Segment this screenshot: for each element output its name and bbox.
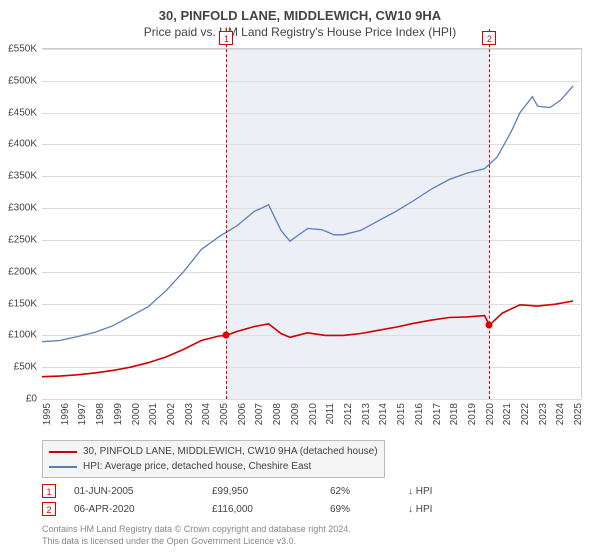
y-tick-label: £550K: [8, 44, 37, 55]
transaction-vs-hpi: ↓ HPI: [408, 486, 432, 497]
x-tick-label: 1997: [77, 403, 88, 425]
y-tick-label: £100K: [8, 330, 37, 341]
x-tick-label: 2019: [467, 403, 478, 425]
x-tick-label: 2015: [396, 403, 407, 425]
transaction-vs-hpi: ↓ HPI: [408, 504, 432, 515]
footer-attribution: Contains HM Land Registry data © Crown c…: [42, 524, 582, 547]
x-tick-label: 2005: [219, 403, 230, 425]
x-tick-label: 2025: [573, 403, 584, 425]
x-tick-label: 2024: [555, 403, 566, 425]
y-tick-label: £450K: [8, 107, 37, 118]
marker-point-2: [486, 322, 493, 329]
x-tick-label: 1995: [42, 403, 53, 425]
legend-swatch: [49, 451, 77, 453]
transaction-marker: 1: [42, 484, 56, 498]
legend: 30, PINFOLD LANE, MIDDLEWICH, CW10 9HA (…: [42, 440, 582, 478]
x-tick-label: 1999: [113, 403, 124, 425]
y-tick-label: £400K: [8, 139, 37, 150]
marker-label-2: 2: [482, 31, 496, 45]
transaction-row: 1 01-JUN-2005 £99,950 62% ↓ HPI: [42, 482, 582, 500]
transaction-date: 01-JUN-2005: [74, 486, 194, 497]
chart-container: 30, PINFOLD LANE, MIDDLEWICH, CW10 9HA P…: [0, 0, 600, 560]
footer-line-2: This data is licensed under the Open Gov…: [42, 536, 582, 548]
legend-label: HPI: Average price, detached house, Ches…: [83, 459, 311, 474]
x-tick-label: 2021: [502, 403, 513, 425]
x-tick-label: 2012: [343, 403, 354, 425]
x-tick-label: 2023: [538, 403, 549, 425]
transaction-price: £99,950: [212, 486, 312, 497]
y-tick-label: £200K: [8, 266, 37, 277]
transaction-date: 06-APR-2020: [74, 504, 194, 515]
y-tick-label: £250K: [8, 234, 37, 245]
y-tick-label: £500K: [8, 75, 37, 86]
x-tick-label: 2002: [166, 403, 177, 425]
y-tick-label: £50K: [14, 362, 37, 373]
transaction-price: £116,000: [212, 504, 312, 515]
x-tick-label: 2014: [378, 403, 389, 425]
x-tick-label: 2004: [201, 403, 212, 425]
y-tick-label: £150K: [8, 298, 37, 309]
x-tick-label: 2017: [432, 403, 443, 425]
x-tick-label: 1996: [60, 403, 71, 425]
x-tick-label: 2001: [148, 403, 159, 425]
x-tick-label: 2013: [361, 403, 372, 425]
x-tick-label: 2018: [449, 403, 460, 425]
legend-item: HPI: Average price, detached house, Ches…: [49, 459, 378, 474]
x-tick-label: 2016: [414, 403, 425, 425]
x-tick-label: 2008: [272, 403, 283, 425]
x-tick-label: 2009: [290, 403, 301, 425]
y-tick-label: £300K: [8, 203, 37, 214]
chart-title: 30, PINFOLD LANE, MIDDLEWICH, CW10 9HA: [0, 0, 600, 23]
chart-subtitle: Price paid vs. HM Land Registry's House …: [0, 23, 600, 39]
transaction-table: 1 01-JUN-2005 £99,950 62% ↓ HPI 2 06-APR-2020 £…: [42, 482, 582, 518]
gridline-y: [42, 399, 582, 400]
x-tick-label: 2006: [237, 403, 248, 425]
marker-line-1: [226, 29, 227, 399]
x-tick-label: 2000: [131, 403, 142, 425]
x-tick-label: 2020: [485, 403, 496, 425]
x-tick-label: 1998: [95, 403, 106, 425]
legend-item: 30, PINFOLD LANE, MIDDLEWICH, CW10 9HA (…: [49, 444, 378, 459]
x-tick-label: 2010: [308, 403, 319, 425]
legend-swatch: [49, 466, 77, 468]
transaction-pct: 69%: [330, 504, 390, 515]
footer-line-1: Contains HM Land Registry data © Crown c…: [42, 524, 582, 536]
y-tick-label: £0: [26, 394, 37, 405]
legend-label: 30, PINFOLD LANE, MIDDLEWICH, CW10 9HA (…: [83, 444, 378, 459]
x-tick-label: 2011: [325, 403, 336, 425]
marker-point-1: [223, 332, 230, 339]
transaction-pct: 62%: [330, 486, 390, 497]
marker-label-1: 1: [219, 31, 233, 45]
x-tick-label: 2022: [520, 403, 531, 425]
transaction-row: 2 06-APR-2020 £116,000 69% ↓ HPI: [42, 500, 582, 518]
plot-area: £0£50K£100K£150K£200K£250K£300K£350K£400…: [42, 48, 582, 398]
x-tick-label: 2003: [184, 403, 195, 425]
transaction-marker: 2: [42, 502, 56, 516]
x-tick-label: 2007: [254, 403, 265, 425]
marker-line-2: [489, 29, 490, 399]
series-price_paid: [42, 49, 582, 399]
y-tick-label: £350K: [8, 171, 37, 182]
